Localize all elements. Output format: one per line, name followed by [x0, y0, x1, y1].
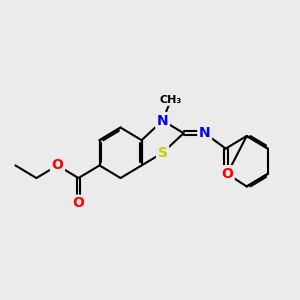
Text: O: O: [221, 167, 233, 181]
Text: N: N: [157, 114, 168, 128]
Text: S: S: [158, 146, 168, 160]
Text: O: O: [52, 158, 63, 172]
Text: N: N: [199, 126, 211, 140]
Text: O: O: [73, 196, 84, 210]
Text: CH₃: CH₃: [160, 94, 182, 104]
Text: O: O: [220, 167, 232, 181]
